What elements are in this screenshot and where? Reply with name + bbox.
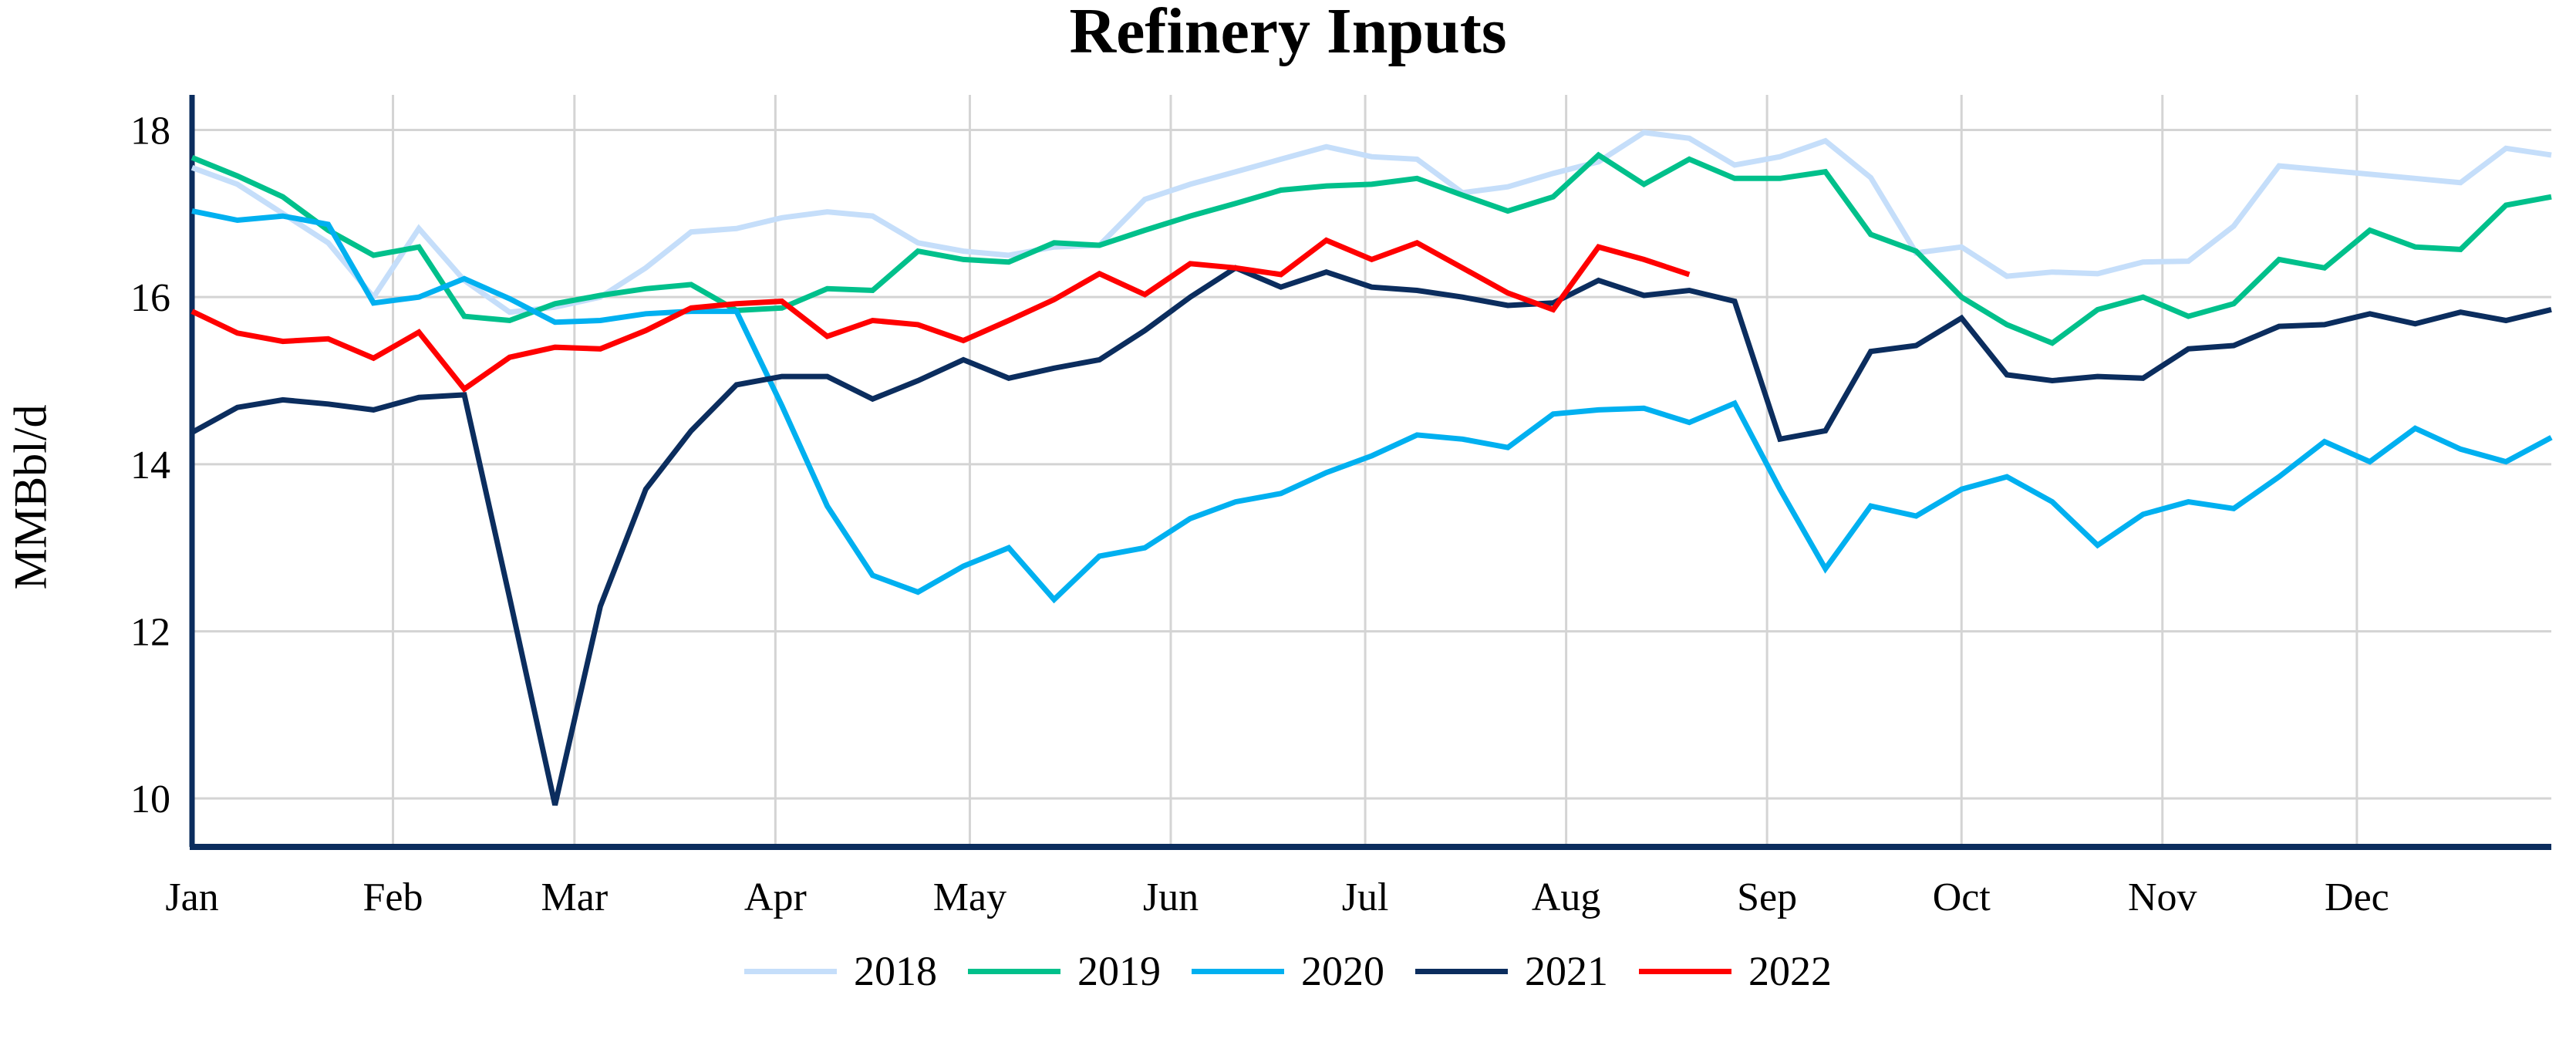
y-tick-label: 16 (130, 276, 170, 320)
x-tick-label: Mar (541, 875, 609, 919)
y-tick-label: 14 (130, 444, 170, 487)
y-tick-label: 10 (130, 777, 170, 821)
legend-label: 2019 (1077, 948, 1161, 994)
legend-swatch (1639, 968, 1731, 974)
series-line-2021 (191, 265, 2552, 806)
x-tick-label: Oct (1933, 875, 1991, 919)
legend-swatch (968, 968, 1060, 974)
x-tick-label: Feb (363, 875, 423, 919)
legend-label: 2020 (1301, 948, 1384, 994)
legend-label: 2022 (1748, 948, 1832, 994)
legend-item-2018[interactable]: 2018 (744, 947, 937, 995)
legend-item-2019[interactable]: 2019 (968, 947, 1161, 995)
x-tick-label: Nov (2128, 875, 2197, 919)
legend-item-2020[interactable]: 2020 (1192, 947, 1384, 995)
legend-swatch (1192, 968, 1284, 974)
legend: 2018 2019 2020 2021 2022 (0, 947, 2576, 995)
series-line-2020 (191, 208, 2553, 604)
x-tick-label: Jan (165, 875, 218, 919)
x-tick-label: Aug (1532, 875, 1601, 919)
series-line-2022 (191, 237, 1691, 393)
x-tick-label: Dec (2325, 875, 2389, 919)
y-tick-label: 18 (130, 110, 170, 153)
legend-label: 2018 (854, 948, 937, 994)
legend-item-2022[interactable]: 2022 (1639, 947, 1832, 995)
legend-swatch (744, 968, 837, 974)
legend-item-2021[interactable]: 2021 (1415, 947, 1608, 995)
x-tick-label: Apr (744, 875, 807, 919)
chart-title: Refinery Inputs (1069, 0, 1507, 67)
series-line-2019 (191, 151, 2552, 346)
y-tick-label: 12 (130, 611, 170, 655)
x-tick-label: Jul (1342, 875, 1389, 919)
legend-swatch (1415, 968, 1508, 974)
x-tick-label: Jun (1143, 875, 1199, 919)
legend-label: 2021 (1525, 948, 1608, 994)
x-tick-label: Sep (1737, 875, 1797, 919)
x-tick-label: May (933, 875, 1006, 919)
